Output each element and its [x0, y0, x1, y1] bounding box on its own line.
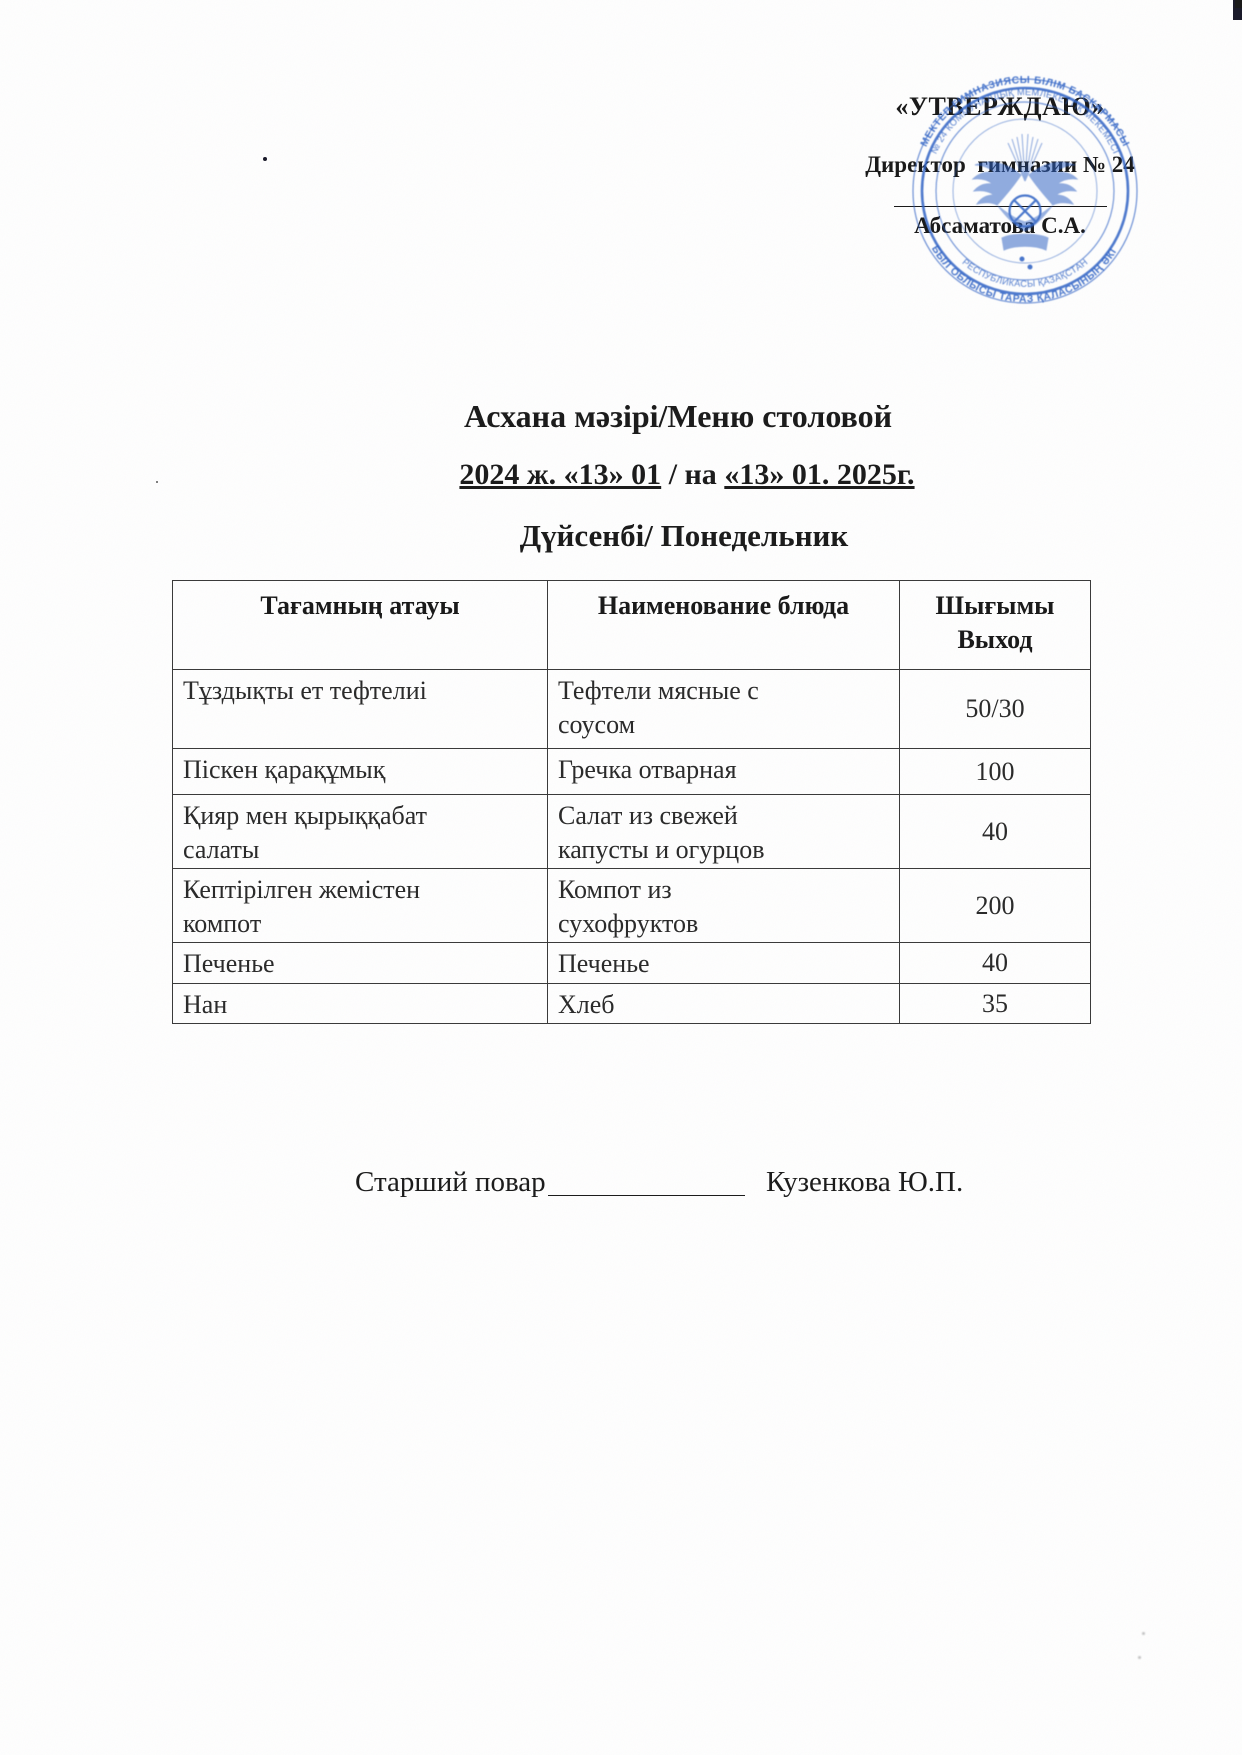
- svg-text:МЕКТЕП ГИМНАЗИЯСЫ БІЛІМ БАСҚАР: МЕКТЕП ГИМНАЗИЯСЫ БІЛІМ БАСҚАРМАСЫ: [919, 75, 1131, 149]
